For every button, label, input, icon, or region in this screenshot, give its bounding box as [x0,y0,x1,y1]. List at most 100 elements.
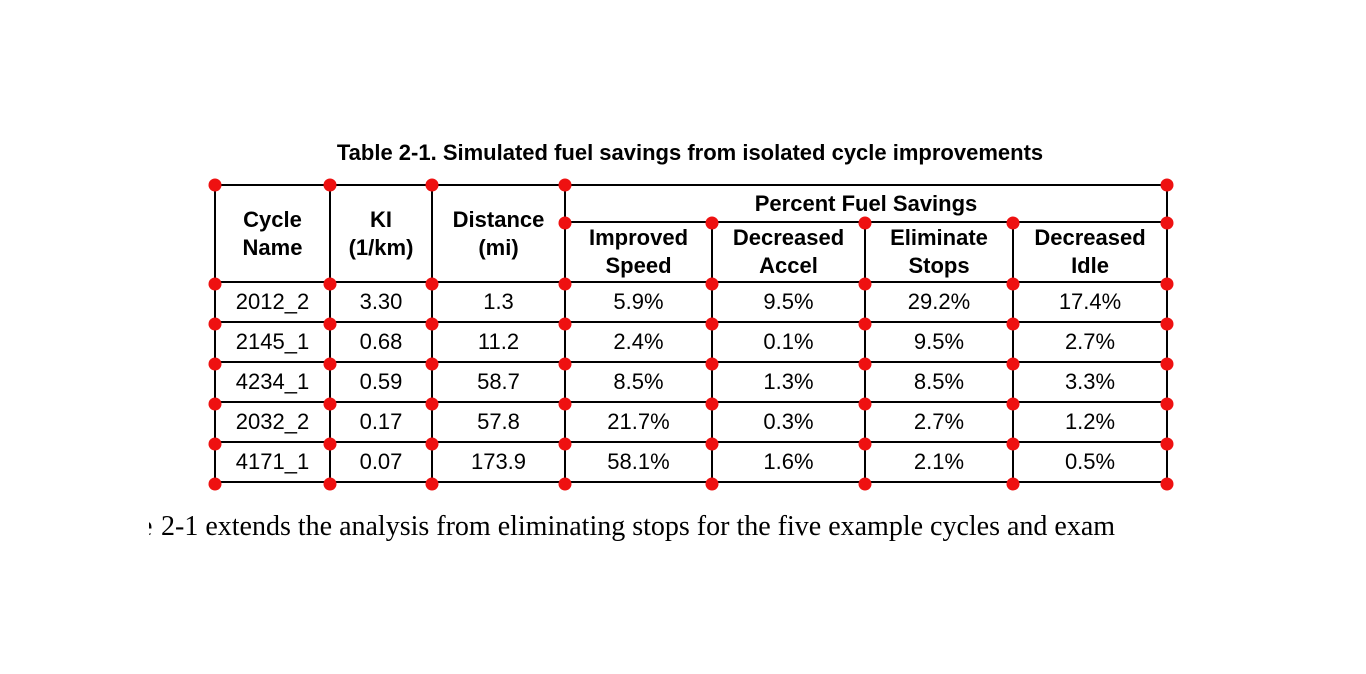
cell-corner-marker [558,437,572,451]
header-decreased-idle: Decreased Idle [1011,221,1169,283]
cell-corner-marker [858,477,872,491]
cell-corner-marker [1006,397,1020,411]
header-cycle-name: Cycle Name [214,184,331,283]
cell-corner-marker [858,277,872,291]
cell-corner-marker [323,277,337,291]
cell-corner-marker [208,437,222,451]
cell-corner-marker [705,216,719,230]
cell-corner-marker [1006,437,1020,451]
cell-corner-marker [1160,437,1174,451]
cell-corner-marker [558,178,572,192]
header-decreased-accel: Decreased Accel [711,221,866,283]
cell-decreased-idle: 2.7% [1011,321,1169,363]
cell-corner-marker [705,357,719,371]
cell-corner-marker [425,277,439,291]
cell-distance: 11.2 [431,321,566,363]
cell-corner-marker [705,397,719,411]
cell-eliminate-stops: 9.5% [864,321,1014,363]
cell-corner-marker [208,397,222,411]
cell-ki: 0.07 [329,441,433,483]
cell-decreased-idle: 0.5% [1011,441,1169,483]
cell-improved-speed: 58.1% [564,441,713,483]
cell-distance: 173.9 [431,441,566,483]
cell-corner-marker [858,216,872,230]
cell-corner-marker [425,397,439,411]
cell-corner-marker [1160,397,1174,411]
cell-corner-marker [558,277,572,291]
cell-corner-marker [1006,216,1020,230]
cell-corner-marker [425,357,439,371]
cell-corner-marker [1006,477,1020,491]
cell-corner-marker [323,357,337,371]
cell-ki: 0.17 [329,401,433,443]
header-eliminate-stops: Eliminate Stops [864,221,1014,283]
cell-distance: 58.7 [431,361,566,403]
cell-corner-marker [208,178,222,192]
cell-distance: 57.8 [431,401,566,443]
fuel-savings-table: Cycle Name KI (1/km) Distance (mi) Perce… [214,184,1169,483]
cell-corner-marker [558,216,572,230]
header-distance: Distance (mi) [431,184,566,283]
cell-improved-speed: 2.4% [564,321,713,363]
cell-ki: 0.68 [329,321,433,363]
cell-corner-marker [323,397,337,411]
cell-corner-marker [705,437,719,451]
cell-cycle-name: 4234_1 [214,361,331,403]
cell-distance: 1.3 [431,281,566,323]
cell-decreased-accel: 1.3% [711,361,866,403]
cell-decreased-accel: 0.1% [711,321,866,363]
cell-corner-marker [1160,357,1174,371]
cell-corner-marker [858,397,872,411]
cell-corner-marker [323,178,337,192]
cell-corner-marker [1160,178,1174,192]
cell-improved-speed: 8.5% [564,361,713,403]
table-row: 2145_1 0.68 11.2 2.4% 0.1% 9.5% 2.7% [214,321,1169,363]
cell-corner-marker [1006,357,1020,371]
cell-decreased-accel: 1.6% [711,441,866,483]
cell-corner-marker [558,317,572,331]
cell-corner-marker [425,178,439,192]
cell-decreased-accel: 0.3% [711,401,866,443]
cell-corner-marker [558,477,572,491]
cell-corner-marker [323,317,337,331]
cell-corner-marker [858,357,872,371]
cell-corner-marker [1160,216,1174,230]
cell-corner-marker [323,437,337,451]
cell-corner-marker [1160,277,1174,291]
header-improved-speed: Improved Speed [564,221,713,283]
table-row: 4171_1 0.07 173.9 58.1% 1.6% 2.1% 0.5% [214,441,1169,483]
cell-cycle-name: 2012_2 [214,281,331,323]
cell-improved-speed: 5.9% [564,281,713,323]
cell-corner-marker [858,317,872,331]
cell-corner-marker [705,477,719,491]
cell-decreased-idle: 1.2% [1011,401,1169,443]
cell-ki: 0.59 [329,361,433,403]
cell-corner-marker [1006,277,1020,291]
cell-corner-marker [208,477,222,491]
cell-corner-marker [425,477,439,491]
cell-ki: 3.30 [329,281,433,323]
cell-corner-marker [705,277,719,291]
table-row: 2032_2 0.17 57.8 21.7% 0.3% 2.7% 1.2% [214,401,1169,443]
table-caption: Table 2-1. Simulated fuel savings from i… [336,140,1044,165]
cell-corner-marker [425,317,439,331]
header-ki: KI (1/km) [329,184,433,283]
cell-decreased-idle: 17.4% [1011,281,1169,323]
cell-corner-marker [1160,317,1174,331]
cell-decreased-accel: 9.5% [711,281,866,323]
cell-cycle-name: 2032_2 [214,401,331,443]
cell-cycle-name: 4171_1 [214,441,331,483]
cell-corner-marker [858,437,872,451]
body-text-line: 2-1 extends the analysis from eliminatin… [161,511,1116,542]
cell-decreased-idle: 3.3% [1011,361,1169,403]
cell-corner-marker [208,277,222,291]
cell-corner-marker [208,357,222,371]
cell-corner-marker [425,437,439,451]
cell-corner-marker [323,477,337,491]
cell-eliminate-stops: 8.5% [864,361,1014,403]
cell-eliminate-stops: 29.2% [864,281,1014,323]
cell-corner-marker [705,317,719,331]
table-row: 4234_1 0.59 58.7 8.5% 1.3% 8.5% 3.3% [214,361,1169,403]
cell-improved-speed: 21.7% [564,401,713,443]
